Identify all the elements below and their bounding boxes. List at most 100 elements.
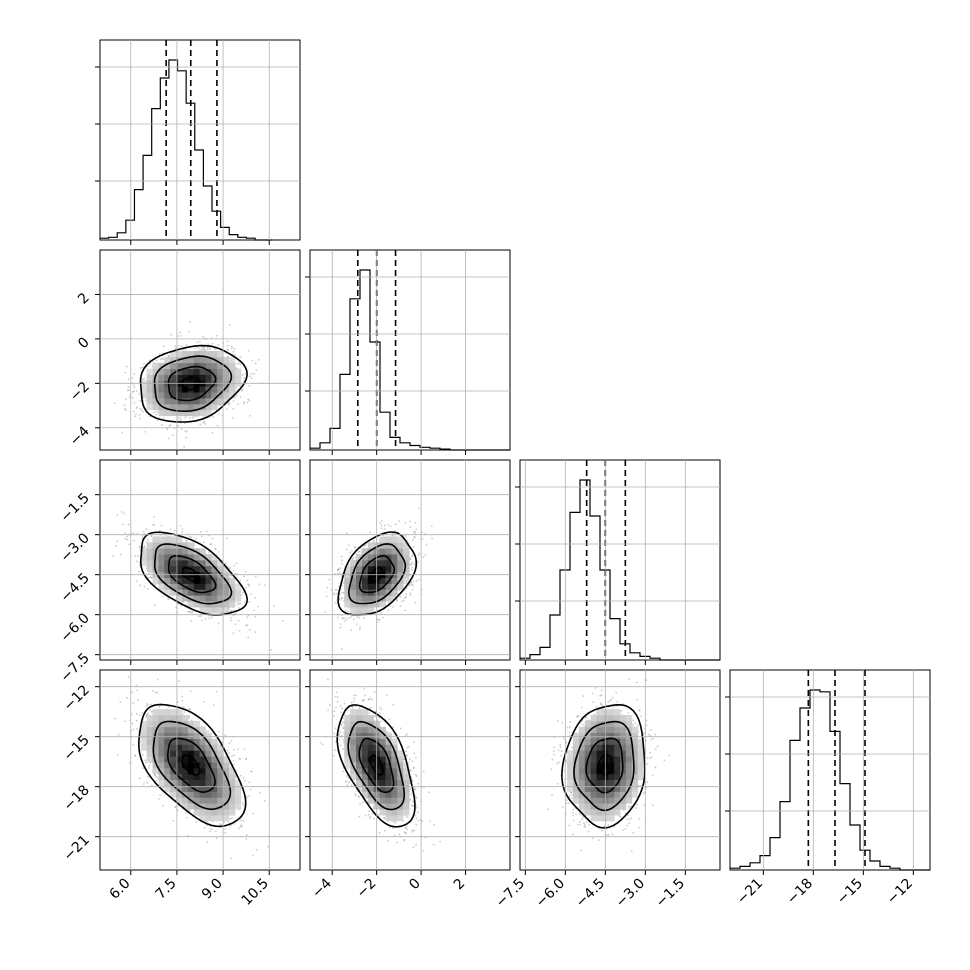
density-cell (608, 738, 615, 745)
density-cell (164, 559, 171, 567)
sample-point (553, 750, 555, 753)
y-tick-label: −15 (61, 732, 93, 764)
density-cell (578, 791, 586, 798)
density-cell (158, 744, 165, 751)
sample-point (195, 821, 198, 824)
panel-frame (309, 459, 511, 661)
sample-point (229, 817, 232, 820)
sample-point (211, 431, 214, 434)
density-cell (158, 386, 165, 393)
sample-point (650, 738, 653, 741)
sample-point (367, 810, 370, 813)
sample-point (238, 757, 241, 760)
density-cell (146, 720, 153, 728)
sample-point (131, 691, 134, 694)
sample-point (341, 559, 343, 562)
density-cell (176, 386, 183, 393)
density-cell (193, 398, 200, 405)
sample-point (417, 782, 420, 785)
sample-point (405, 832, 408, 834)
sample-point (587, 830, 590, 833)
sample-point (177, 344, 180, 347)
density-cell (170, 756, 177, 763)
density-cell (385, 767, 392, 775)
sample-point (145, 705, 147, 708)
density-cell (361, 762, 369, 769)
density-cell (146, 542, 153, 549)
density-cell (176, 536, 183, 543)
sample-point (203, 700, 206, 703)
density-cell (620, 756, 627, 763)
sample-point (339, 626, 342, 629)
sample-point (184, 348, 187, 351)
density-cell (223, 565, 230, 573)
density-cell (356, 779, 363, 786)
density-cell (578, 762, 586, 769)
sample-point (160, 524, 163, 527)
sample-point (255, 848, 258, 851)
sample-point (141, 753, 144, 756)
sample-point (210, 543, 213, 545)
density-cell (403, 767, 410, 775)
sample-point (373, 817, 375, 820)
density-cell (584, 797, 592, 804)
y-tick-label: −21 (61, 832, 93, 864)
sample-point (251, 854, 254, 857)
density-cell (391, 797, 398, 804)
sample-point (116, 540, 119, 543)
density-cell (350, 577, 357, 584)
sample-point (417, 819, 420, 822)
density-cell (217, 767, 224, 775)
sample-point (138, 564, 141, 567)
sample-point (378, 712, 381, 714)
sample-point (176, 335, 179, 338)
density-cell (397, 791, 404, 798)
density-cell (158, 726, 165, 734)
density-cell (344, 595, 351, 602)
sample-point (113, 402, 116, 405)
sample-point (174, 806, 177, 808)
sample-point (411, 588, 414, 591)
sample-point (351, 557, 354, 560)
sample-point (404, 734, 407, 737)
density-cell (152, 709, 159, 716)
density-cell (199, 809, 206, 816)
density-cell (217, 756, 224, 763)
density-cell (217, 595, 224, 602)
density-cell (211, 362, 218, 370)
density-cell (181, 409, 189, 417)
sample-point (382, 816, 385, 819)
density-cell (205, 815, 212, 822)
density-cell (199, 726, 206, 734)
sample-point (404, 534, 407, 537)
sample-point (114, 544, 117, 547)
density-cell (176, 767, 183, 775)
density-cell (620, 785, 627, 792)
density-cell (361, 577, 369, 584)
x-tick-label: 2 (451, 876, 469, 894)
density-cell (620, 773, 627, 781)
x-tick-label: 10.5 (239, 876, 272, 909)
density-cell (199, 374, 206, 381)
density-cell (181, 548, 189, 555)
x-tick-label: −4.5 (573, 876, 608, 911)
density-cell (637, 762, 644, 769)
density-cell (217, 797, 224, 804)
sample-point (406, 816, 409, 819)
density-cell (608, 785, 615, 792)
sample-point (224, 832, 227, 834)
sample-point (380, 527, 383, 529)
sample-point (415, 775, 418, 777)
density-cell (158, 548, 165, 555)
density-cell (356, 726, 363, 734)
sample-point (349, 551, 351, 554)
sample-point (611, 696, 614, 699)
sample-point (638, 709, 641, 712)
sample-point (139, 545, 141, 548)
sample-point (334, 727, 337, 730)
sample-point (409, 526, 412, 528)
sample-point (355, 694, 358, 697)
sample-point (583, 823, 586, 826)
density-cell (397, 809, 404, 816)
